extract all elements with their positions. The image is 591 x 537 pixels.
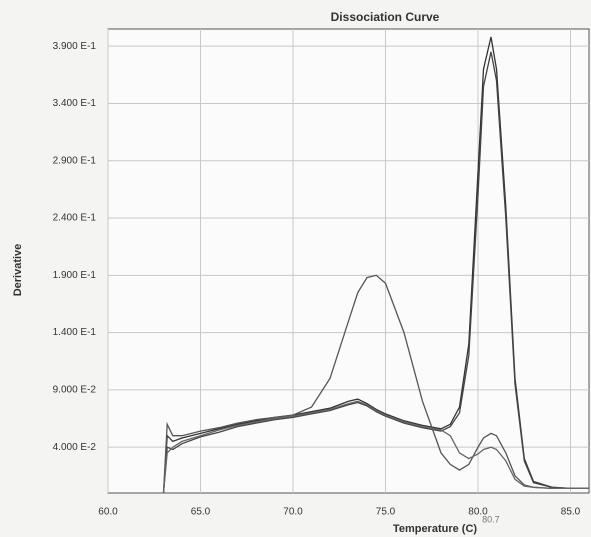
y-axis-label: Derivative (12, 244, 24, 297)
x-tick-label: 85.0 (561, 507, 581, 518)
y-tick-label: 1.400 E-1 (53, 327, 97, 338)
x-tick-label: 75.0 (376, 507, 396, 518)
plot-area (107, 28, 590, 494)
x-tick-label: 70.0 (283, 507, 303, 518)
chart-title: Dissociation Curve (331, 10, 440, 24)
x-axis-label: Temperature (C) (393, 523, 477, 535)
y-tick-label: 3.400 E-1 (53, 98, 97, 109)
curve (162, 274, 589, 494)
curve (162, 400, 589, 494)
x-tick-label: 80.0 (468, 507, 488, 518)
y-tick-label: 4.000 E-2 (53, 442, 97, 453)
y-tick-label: 9.000 E-2 (53, 385, 97, 396)
x-tick-label: 60.0 (98, 507, 118, 518)
x-tick-label: 65.0 (191, 507, 211, 518)
y-tick-label: 3.900 E-1 (53, 41, 97, 52)
y-tick-label: 1.900 E-1 (53, 270, 97, 281)
annotation: 80.7 (482, 514, 500, 524)
y-tick-label: 2.900 E-1 (53, 155, 97, 166)
y-tick-label: 2.400 E-1 (53, 213, 97, 224)
curve (162, 51, 589, 494)
